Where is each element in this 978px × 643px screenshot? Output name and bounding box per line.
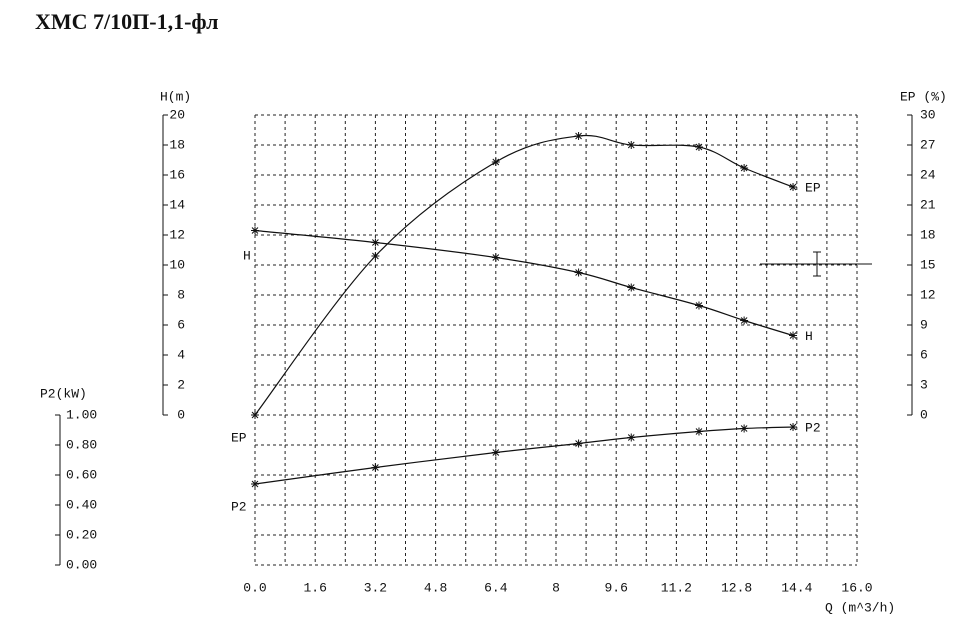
y-tick-label: 14	[169, 197, 185, 212]
point-marker	[574, 439, 583, 448]
y2-tick-label: 15	[920, 257, 936, 272]
x-tick-label: 3.2	[364, 580, 387, 595]
y-tick-label: 10	[169, 257, 185, 272]
y-tick-label: 18	[169, 137, 185, 152]
y2-axis-label: EP (%)	[900, 89, 947, 104]
y2-tick-label: 0	[920, 407, 928, 422]
series-label: H	[243, 248, 251, 263]
y3-tick-label: 0.20	[66, 527, 97, 542]
y2-tick-label: 24	[920, 167, 936, 182]
point-marker	[694, 427, 703, 436]
y-tick-label: 6	[177, 317, 185, 332]
point-marker	[694, 301, 703, 310]
y3-tick-label: 0.80	[66, 437, 97, 452]
curve	[254, 134, 794, 416]
x-tick-label: 16.0	[841, 580, 872, 595]
y-tick-label: 8	[177, 287, 185, 302]
y-tick-label: 2	[177, 377, 185, 392]
series-label: EP	[231, 430, 247, 445]
x-tick-label: 4.8	[424, 580, 447, 595]
curve	[254, 229, 794, 337]
series-label: H	[805, 329, 813, 344]
x-tick-label: 9.6	[604, 580, 627, 595]
y3-tick-label: 0.00	[66, 557, 97, 572]
y-axis-label: H(m)	[160, 89, 191, 104]
point-marker	[251, 480, 259, 488]
point-marker	[371, 463, 380, 472]
point-marker	[627, 141, 636, 149]
x-tick-label: 1.6	[303, 580, 326, 595]
point-marker	[371, 252, 380, 260]
series-label: P2	[231, 499, 247, 514]
point-marker	[251, 226, 259, 235]
point-marker	[694, 143, 703, 151]
x-axis-label: Q (m^3/h)	[825, 600, 895, 615]
y2-tick-label: 21	[920, 197, 936, 212]
point-marker	[251, 411, 259, 419]
point-marker	[491, 253, 500, 262]
point-marker	[789, 423, 798, 431]
series-label: EP	[805, 180, 821, 195]
y2-tick-label: 6	[920, 347, 928, 362]
series-label: P2	[805, 420, 821, 435]
y3-tick-label: 0.60	[66, 467, 97, 482]
y-tick-label: 16	[169, 167, 185, 182]
point-marker	[627, 433, 636, 442]
y3-tick-label: 0.40	[66, 497, 97, 512]
y2-tick-label: 3	[920, 377, 928, 392]
y2-tick-label: 18	[920, 227, 936, 242]
y-tick-label: 4	[177, 347, 185, 362]
point-marker	[789, 183, 798, 191]
y2-tick-label: 9	[920, 317, 928, 332]
point-marker	[740, 424, 749, 433]
y-tick-label: 12	[169, 227, 185, 242]
x-tick-label: 0.0	[243, 580, 266, 595]
y-tick-label: 20	[169, 107, 185, 122]
y2-tick-label: 12	[920, 287, 936, 302]
y3-axis-label: P2(kW)	[40, 386, 87, 401]
point-marker	[740, 316, 749, 325]
y-tick-label: 0	[177, 407, 185, 422]
point-marker	[789, 331, 798, 340]
point-marker	[627, 283, 636, 292]
chart-title: XMC 7/10П-1,1-фл	[35, 9, 218, 34]
y2-tick-label: 30	[920, 107, 936, 122]
y2-tick-label: 27	[920, 137, 936, 152]
x-tick-label: 14.4	[781, 580, 812, 595]
x-tick-label: 12.8	[721, 580, 752, 595]
point-marker	[371, 238, 380, 247]
point-marker	[491, 158, 500, 166]
x-tick-label: 11.2	[661, 580, 692, 595]
point-marker	[574, 268, 583, 277]
x-tick-label: 6.4	[484, 580, 508, 595]
x-tick-label: 8	[552, 580, 560, 595]
operating-point	[760, 251, 872, 277]
y3-tick-label: 1.00	[66, 407, 97, 422]
point-marker	[491, 448, 500, 457]
point-marker	[574, 132, 583, 140]
point-marker	[740, 164, 749, 172]
